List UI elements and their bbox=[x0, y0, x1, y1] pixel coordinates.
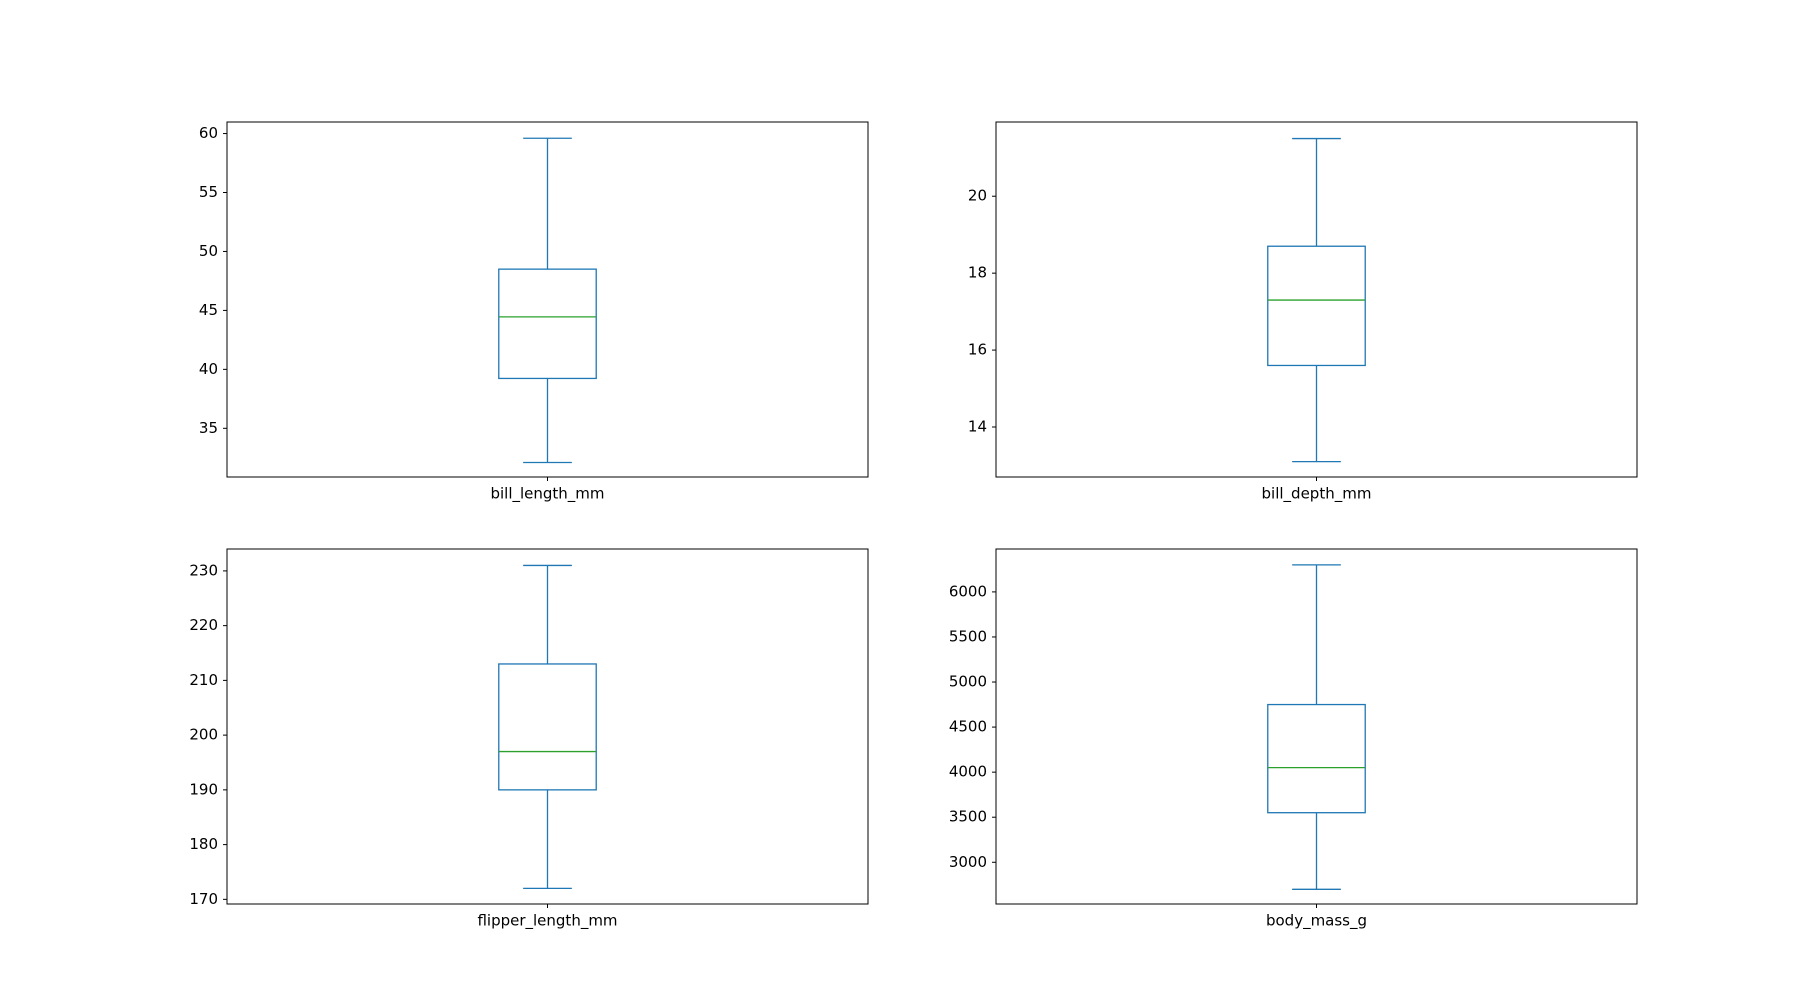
axes-frame bbox=[995, 121, 1638, 478]
y-tick-label: 3000 bbox=[949, 853, 987, 871]
y-tick-label: 14 bbox=[968, 418, 987, 436]
y-tick-label: 200 bbox=[189, 726, 218, 744]
axes-frame bbox=[995, 548, 1638, 905]
y-tick-label: 190 bbox=[189, 780, 218, 798]
y-tick-label: 210 bbox=[189, 671, 218, 689]
y-tick-label: 4000 bbox=[949, 763, 987, 781]
box bbox=[498, 663, 597, 791]
y-tick-label: 55 bbox=[199, 183, 218, 201]
y-tick-label: 18 bbox=[968, 264, 987, 282]
x-tick-label: flipper_length_mm bbox=[477, 912, 617, 931]
axes-frame bbox=[226, 548, 869, 905]
y-tick-label: 45 bbox=[199, 301, 218, 319]
y-tick-label: 220 bbox=[189, 616, 218, 634]
y-tick-label: 5500 bbox=[949, 627, 987, 645]
x-tick-label: bill_depth_mm bbox=[1262, 485, 1372, 504]
y-tick-label: 6000 bbox=[949, 582, 987, 600]
box bbox=[498, 268, 597, 380]
y-tick-label: 40 bbox=[199, 360, 218, 378]
x-tick-label: body_mass_g bbox=[1266, 912, 1367, 931]
x-tick-label: bill_length_mm bbox=[490, 485, 604, 504]
y-tick-label: 20 bbox=[968, 187, 987, 205]
y-tick-label: 170 bbox=[189, 890, 218, 908]
y-tick-label: 3500 bbox=[949, 808, 987, 826]
axes-frame bbox=[226, 121, 869, 478]
y-tick-label: 180 bbox=[189, 835, 218, 853]
y-tick-label: 230 bbox=[189, 561, 218, 579]
y-tick-label: 60 bbox=[199, 124, 218, 142]
y-tick-label: 35 bbox=[199, 419, 218, 437]
y-tick-label: 50 bbox=[199, 242, 218, 260]
y-tick-label: 16 bbox=[968, 341, 987, 359]
box bbox=[1267, 245, 1366, 367]
y-tick-label: 5000 bbox=[949, 673, 987, 691]
y-tick-label: 4500 bbox=[949, 718, 987, 736]
box bbox=[1267, 703, 1366, 814]
